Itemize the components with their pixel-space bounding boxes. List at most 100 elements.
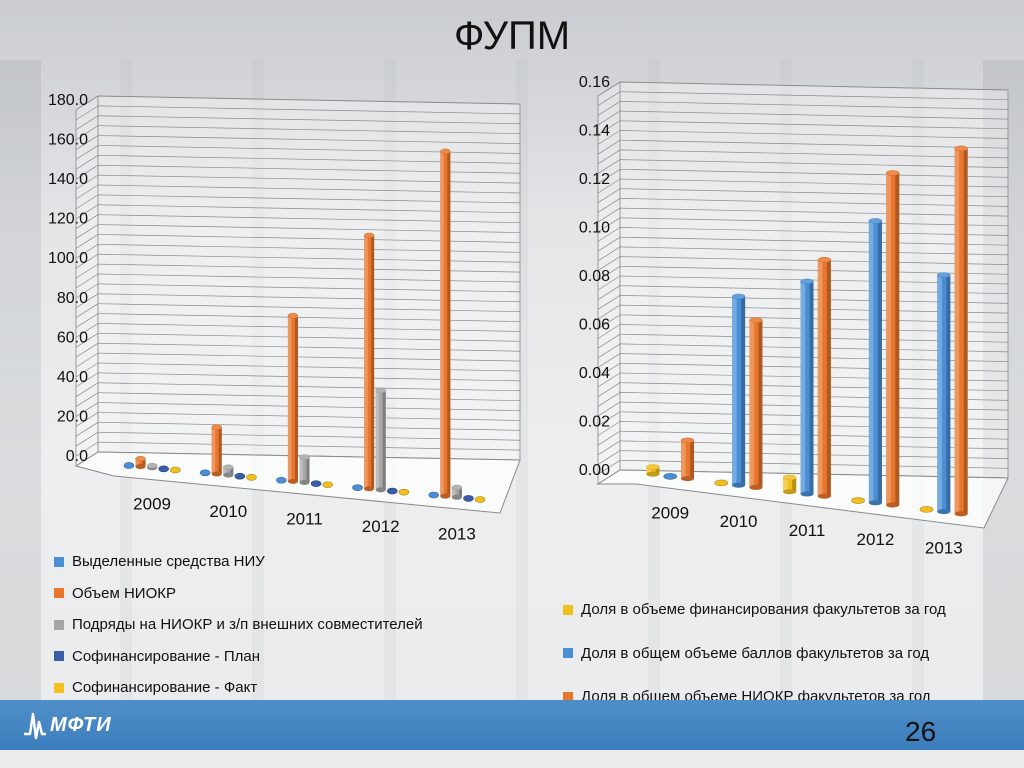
x-tick-label: 2012 [856,530,894,549]
gridline [619,256,1009,265]
bar-доля-2012 [851,497,865,504]
gridline-side [75,125,99,140]
gridline-side [75,184,99,200]
gridline-side [597,91,621,106]
gridline-side [75,412,99,427]
bar-disc [851,497,865,504]
bar-disc [386,487,398,495]
bar-body [299,457,310,483]
gridline-side [597,101,621,116]
gridline-side [597,285,621,300]
gridline-side [597,411,621,427]
gridline-side [75,422,99,437]
bar-top [800,278,814,285]
bar-shadow [371,235,375,489]
bar-base [937,509,951,515]
gridline-side [597,81,621,97]
gridline-side [597,217,621,233]
gridline [619,227,1009,236]
gridline [97,115,521,125]
chart-right-shares: 0.00 0.02 0.04 0.06 0.08 0.10 0.12 0.14 0.16 2009… [579,74,1009,558]
bar-body [375,390,386,490]
gridline-side [597,421,621,436]
bar-shadow [230,467,234,476]
bar-base [299,480,310,485]
gridline-side [75,372,99,388]
y-tick-label: 0.16 [579,74,610,91]
bar-доля-2011 [817,257,832,499]
bar-body [135,458,146,467]
gridline [619,236,1009,246]
gridline-side [75,194,99,210]
bar-base [451,494,462,500]
gridline-side [75,303,99,318]
gridline-side [597,401,621,417]
bar-доля-2013 [937,272,951,515]
bar-top [146,463,158,469]
bar-base [287,478,298,484]
legend-left: Выделенные средства НИУ Объем НИОКР Подряд… [54,546,423,704]
gridline-side [597,392,621,407]
bar-base [749,484,763,490]
bar-highlight [375,390,380,490]
mipt-logo: МФТИ [22,706,112,744]
gridline-side [597,440,621,456]
bar-софинансирование-2009 [169,466,181,474]
gridline-side [597,266,621,281]
bar-shadow [447,151,451,497]
bar-disc [123,462,135,469]
bar-подряды-2012 [375,387,386,493]
gridline-side [75,441,99,457]
bar-base [646,471,660,477]
bar-объем-2009 [135,456,146,470]
gridline-side [597,207,621,223]
gridline [97,105,521,115]
bar-disc [398,488,410,496]
legend-item: Подряды на НИОКР и з/п внешних совместит… [54,609,423,641]
bar-выделенные-2009 [123,462,135,469]
bar-highlight [681,440,686,479]
legend-item: Доля в объеме финансирования факультетов… [563,588,946,632]
bar-софинансирование-2012 [398,488,410,496]
legend-swatch [54,588,64,599]
gridline-side [75,253,99,269]
bar-shadow [142,458,146,467]
bar-highlight [135,458,140,467]
bar-base [135,464,146,470]
gridline-side [75,115,99,131]
bar-highlight [211,427,216,474]
bar-disc [199,469,211,477]
gridline [619,81,1009,91]
gridline-side [597,246,621,262]
bar-shadow [306,457,310,483]
gridline-side [75,135,99,150]
footer-bar [0,700,1024,750]
gridline [97,125,521,135]
gridline [619,168,1009,178]
y-tick-label: 0.00 [579,462,610,479]
bar-софинансирование-2010 [234,472,246,480]
gridline [619,110,1009,120]
bar-base [886,502,900,508]
bar-highlight [749,320,754,488]
gridline [619,91,1009,101]
bar-подряды-2010 [223,464,234,478]
legend-item: Доля в общем объеме баллов факультетов з… [563,632,946,676]
bar-disc [428,491,440,499]
bar-highlight [800,281,806,494]
y-tick-label: 0.10 [579,220,610,237]
bar-shadow [741,296,746,486]
bar-shadow [218,427,222,474]
bar-disc [663,473,678,480]
bar-highlight [287,315,292,482]
gridline-side [75,431,99,447]
gridline [97,95,521,105]
gridline-side [75,293,99,309]
gridline-side [75,382,99,398]
x-tick-label: 2013 [925,539,963,558]
bar-highlight [868,220,874,503]
gridline-side [75,204,99,220]
legend-swatch [54,682,64,693]
y-tick-label: 120.0 [48,211,88,228]
bar-доля-2010 [714,479,729,487]
